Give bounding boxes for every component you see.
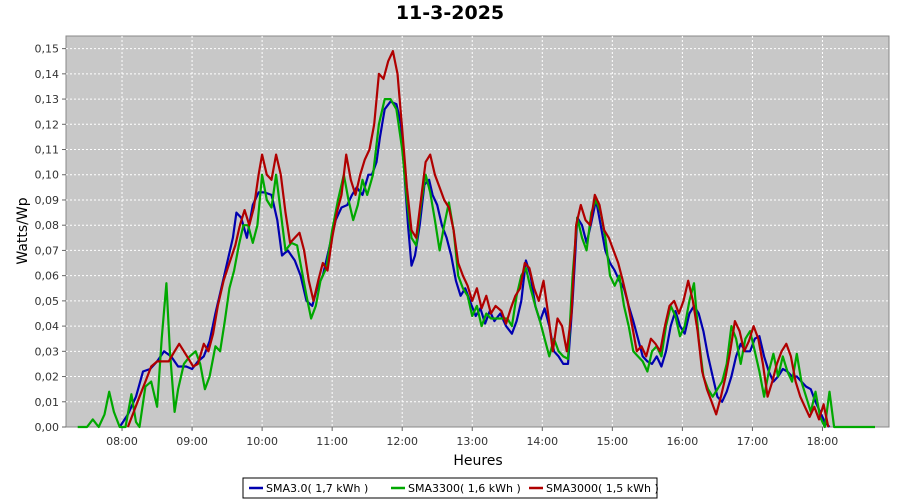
y-tick-label: 0,04	[35, 320, 60, 333]
y-tick-label: 0,00	[35, 421, 60, 434]
y-tick-label: 0,10	[35, 169, 60, 182]
legend-label: SMA3000( 1,5 kWh )	[546, 482, 659, 495]
x-tick-label: 16:00	[667, 435, 699, 448]
x-tick-label: 10:00	[246, 435, 278, 448]
y-tick-label: 0,09	[35, 194, 60, 207]
y-axis-label: Watts/Wp	[15, 197, 31, 264]
y-tick-label: 0,07	[35, 244, 60, 257]
series-line-2	[77, 98, 875, 429]
y-tick-label: 0,01	[35, 396, 60, 409]
chart-title: 11-3-2025	[395, 2, 505, 24]
y-tick-label: 0,06	[35, 270, 60, 283]
x-tick-label: 17:00	[737, 435, 769, 448]
plot-area	[65, 35, 890, 428]
x-tick-label: 18:00	[807, 435, 839, 448]
series-lines	[77, 50, 875, 429]
y-tick-label: 0,05	[35, 295, 60, 308]
x-tick-label: 08:00	[106, 435, 138, 448]
x-axis-label: Heures	[453, 453, 502, 469]
y-tick-label: 0,08	[35, 219, 60, 232]
x-tick-label: 13:00	[456, 435, 488, 448]
x-tick-label: 12:00	[386, 435, 418, 448]
grid	[66, 36, 889, 427]
legend: SMA3.0( 1,7 kWh ) SMA3300( 1,6 kWh ) SMA30…	[242, 477, 659, 499]
legend-label: SMA3.0( 1,7 kWh )	[266, 482, 368, 495]
y-tick-label: 0,14	[35, 68, 60, 81]
x-tick-label: 15:00	[596, 435, 628, 448]
x-axis-ticks: 08:00 09:00 10:00 11:00 12:00 13:00 14:00 15:00…	[106, 427, 838, 448]
y-tick-label: 0,15	[35, 43, 60, 56]
legend-box	[242, 477, 658, 499]
x-tick-label: 09:00	[176, 435, 208, 448]
y-tick-label: 0,13	[35, 93, 60, 106]
y-tick-label: 0,03	[35, 345, 60, 358]
series-line-3	[126, 50, 830, 428]
y-tick-label: 0,11	[35, 144, 60, 157]
y-tick-label: 0,12	[35, 118, 60, 131]
y-axis-ticks: 0,00 0,01 0,02 0,03 0,04 0,05 0,06 0,07 0,08 0,09…	[35, 43, 66, 434]
x-tick-label: 14:00	[526, 435, 558, 448]
y-tick-label: 0,02	[35, 371, 60, 384]
legend-label: SMA3300( 1,6 kWh )	[408, 482, 521, 495]
x-tick-label: 11:00	[316, 435, 348, 448]
